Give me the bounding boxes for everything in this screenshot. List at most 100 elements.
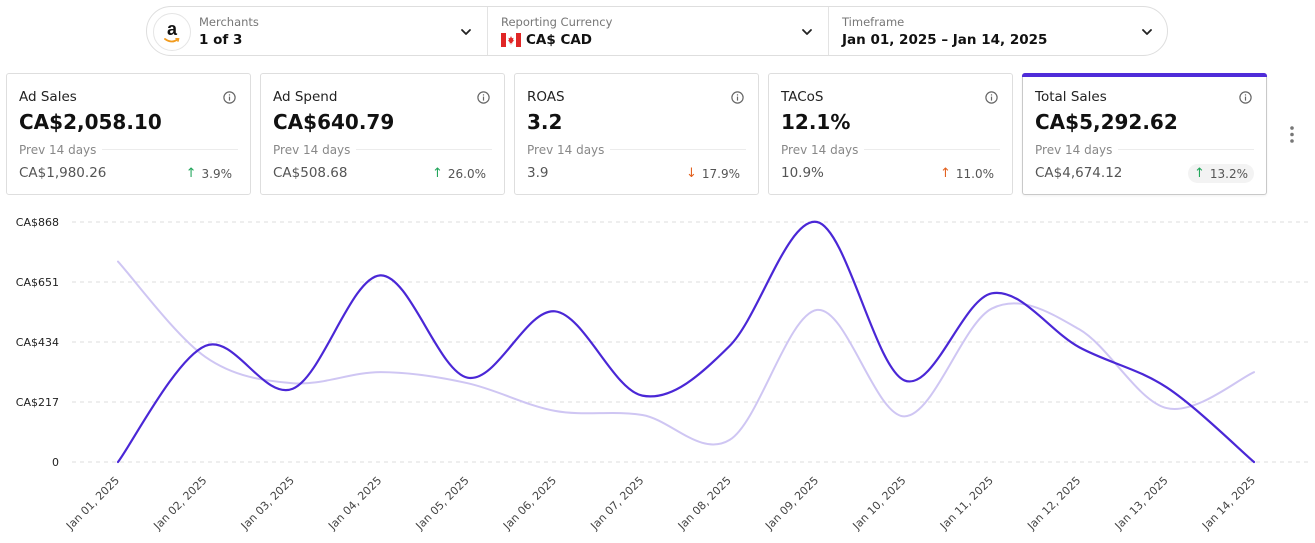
data-point[interactable] bbox=[374, 366, 386, 378]
kpi-card-total-sales[interactable]: Total Sales CA$5,292.62 Prev 14 days CA$… bbox=[1022, 73, 1267, 195]
series-line-current[interactable] bbox=[116, 220, 1256, 464]
arrow-up-icon: ↑ bbox=[431, 166, 443, 181]
prev-period-value: 3.9 bbox=[527, 165, 549, 181]
amazon-logo: a bbox=[153, 13, 191, 51]
info-icon[interactable] bbox=[985, 91, 998, 104]
data-point[interactable] bbox=[287, 383, 299, 395]
data-point[interactable] bbox=[462, 372, 474, 384]
chevron-down-icon[interactable] bbox=[800, 25, 814, 39]
data-point[interactable] bbox=[811, 216, 823, 228]
data-point[interactable] bbox=[549, 305, 561, 317]
merchants-dropdown[interactable]: a Merchants 1 of 3 bbox=[147, 7, 487, 55]
prev-period-value: CA$1,980.26 bbox=[19, 165, 107, 181]
chart-grid bbox=[72, 221, 1310, 463]
data-point[interactable] bbox=[199, 351, 211, 363]
data-point[interactable] bbox=[898, 374, 910, 386]
currency-dropdown[interactable]: Reporting Currency CA$ CAD bbox=[487, 7, 828, 55]
chart-series bbox=[112, 216, 1260, 468]
data-point[interactable] bbox=[549, 405, 561, 417]
card-title: TACoS bbox=[781, 89, 824, 105]
info-icon[interactable] bbox=[731, 91, 744, 104]
prev-period-value: CA$4,674.12 bbox=[1035, 165, 1123, 181]
prev-period-value: 10.9% bbox=[781, 165, 824, 181]
kpi-card-tacos[interactable]: TACoS 12.1% Prev 14 days 10.9% ↑ 11.0% bbox=[768, 73, 1013, 195]
data-point[interactable] bbox=[199, 340, 211, 352]
chevron-down-icon[interactable] bbox=[459, 25, 473, 39]
data-point[interactable] bbox=[1248, 456, 1260, 468]
more-options-icon[interactable] bbox=[1283, 120, 1301, 150]
series-line-previous[interactable] bbox=[117, 260, 1255, 446]
x-tick-label: Jan 01, 2025 bbox=[63, 474, 122, 533]
info-icon[interactable] bbox=[223, 91, 236, 104]
y-tick-label: CA$868 bbox=[16, 216, 59, 229]
x-tick-label: Jan 03, 2025 bbox=[238, 474, 297, 533]
data-point[interactable] bbox=[636, 390, 648, 402]
info-icon[interactable] bbox=[1239, 91, 1252, 104]
data-point[interactable] bbox=[1161, 381, 1173, 393]
data-point[interactable] bbox=[898, 410, 910, 422]
chevron-down-icon[interactable] bbox=[1140, 25, 1154, 39]
currency-value: CA$ CAD bbox=[526, 32, 593, 48]
change-badge: ↑ 26.0% bbox=[426, 164, 492, 183]
kpi-card-roas[interactable]: ROAS 3.2 Prev 14 days 3.9 ↓ 17.9% bbox=[514, 73, 759, 195]
x-tick-label: Jan 05, 2025 bbox=[413, 474, 472, 533]
card-title: ROAS bbox=[527, 89, 565, 105]
divider bbox=[1035, 149, 1254, 150]
canada-flag-icon bbox=[501, 33, 521, 47]
y-tick-label: CA$434 bbox=[16, 336, 59, 349]
card-title: Ad Sales bbox=[19, 89, 77, 105]
data-point[interactable] bbox=[374, 269, 386, 281]
data-point[interactable] bbox=[1248, 366, 1260, 378]
y-tick-label: 0 bbox=[52, 456, 59, 469]
kpi-card-ad-sales[interactable]: Ad Sales CA$2,058.10 Prev 14 days CA$1,9… bbox=[6, 73, 251, 195]
card-value: CA$2,058.10 bbox=[19, 110, 162, 134]
data-point[interactable] bbox=[112, 256, 124, 268]
x-tick-label: Jan 11, 2025 bbox=[937, 474, 996, 533]
data-point[interactable] bbox=[636, 409, 648, 421]
change-badge: ↓ 17.9% bbox=[680, 164, 746, 183]
change-badge: ↑ 11.0% bbox=[934, 164, 1000, 183]
divider bbox=[527, 149, 746, 150]
card-value: CA$5,292.62 bbox=[1035, 110, 1178, 134]
prev-period-label: Prev 14 days bbox=[781, 143, 865, 157]
data-point[interactable] bbox=[986, 303, 998, 315]
data-point[interactable] bbox=[811, 304, 823, 316]
data-point[interactable] bbox=[1073, 323, 1085, 335]
data-point[interactable] bbox=[986, 287, 998, 299]
x-tick-label: Jan 10, 2025 bbox=[850, 474, 909, 533]
timeframe-value: Jan 01, 2025 – Jan 14, 2025 bbox=[842, 32, 1048, 48]
data-point[interactable] bbox=[724, 434, 736, 446]
currency-label: Reporting Currency bbox=[501, 15, 613, 29]
merchants-value: 1 of 3 bbox=[199, 32, 243, 48]
info-icon[interactable] bbox=[477, 91, 490, 104]
prev-period-label: Prev 14 days bbox=[527, 143, 611, 157]
divider bbox=[273, 149, 492, 150]
divider bbox=[19, 149, 238, 150]
x-tick-label: Jan 04, 2025 bbox=[325, 474, 384, 533]
prev-period-label: Prev 14 days bbox=[1035, 143, 1119, 157]
card-value: 12.1% bbox=[781, 110, 851, 134]
timeframe-dropdown[interactable]: Timeframe Jan 01, 2025 – Jan 14, 2025 bbox=[828, 7, 1168, 55]
change-percent: 26.0% bbox=[447, 166, 486, 181]
kpi-card-ad-spend[interactable]: Ad Spend CA$640.79 Prev 14 days CA$508.6… bbox=[260, 73, 505, 195]
data-point[interactable] bbox=[724, 340, 736, 352]
arrow-up-warning-icon: ↑ bbox=[939, 166, 951, 181]
data-point[interactable] bbox=[112, 456, 124, 468]
data-point[interactable] bbox=[1161, 402, 1173, 414]
prev-period-label: Prev 14 days bbox=[273, 143, 357, 157]
arrow-up-icon: ↑ bbox=[185, 166, 197, 181]
data-point[interactable] bbox=[1073, 341, 1085, 353]
card-title: Total Sales bbox=[1035, 89, 1107, 105]
x-tick-label: Jan 09, 2025 bbox=[762, 474, 821, 533]
y-tick-label: CA$217 bbox=[16, 396, 59, 409]
change-badge: ↑ 13.2% bbox=[1187, 164, 1254, 183]
timeframe-label: Timeframe bbox=[842, 15, 905, 29]
change-badge: ↑ 3.9% bbox=[180, 164, 238, 183]
x-tick-label: Jan 14, 2025 bbox=[1199, 474, 1258, 533]
change-percent: 17.9% bbox=[701, 166, 740, 181]
y-axis: 0 CA$217 CA$434 CA$651 CA$868 bbox=[16, 216, 59, 469]
card-title: Ad Spend bbox=[273, 89, 338, 105]
change-percent: 13.2% bbox=[1209, 166, 1248, 181]
arrow-up-icon: ↑ bbox=[1193, 166, 1205, 181]
